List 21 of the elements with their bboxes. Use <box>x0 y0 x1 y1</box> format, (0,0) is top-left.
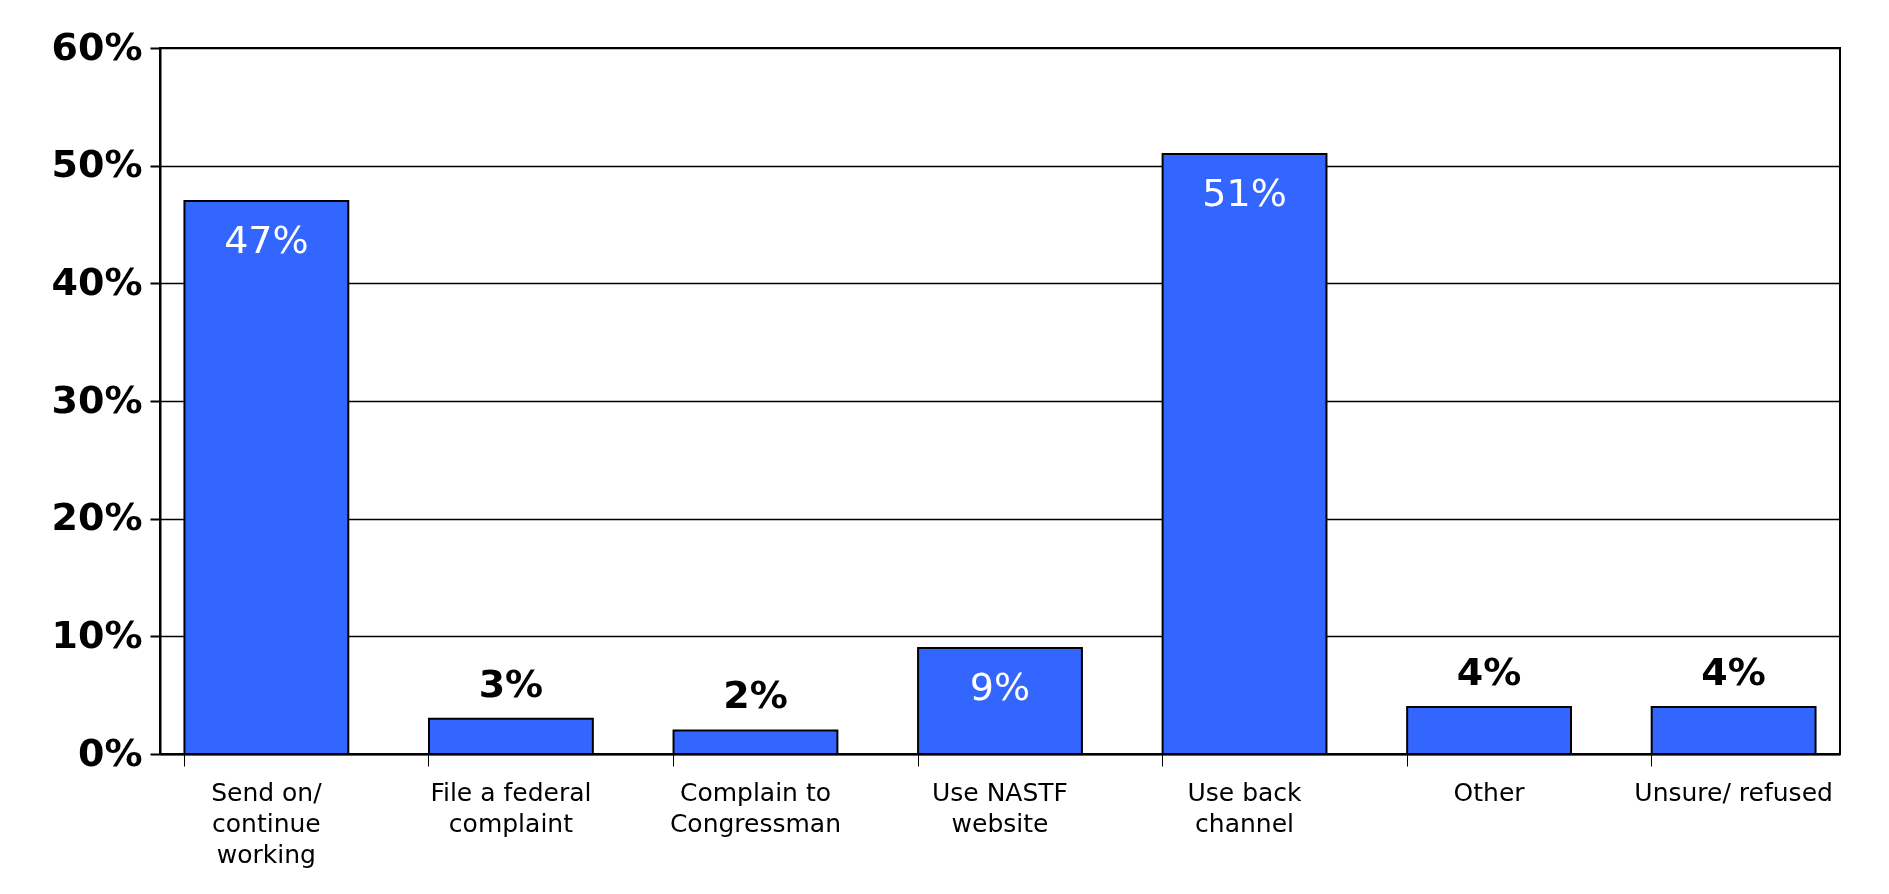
y-tick-label: 60% <box>51 24 143 69</box>
y-tick-label: 40% <box>51 259 143 304</box>
y-tick-label: 50% <box>51 142 143 187</box>
data-label: 51% <box>1202 170 1287 215</box>
x-tick-label: Complain to Congressman <box>669 777 842 838</box>
x-tick-label: File a federal complaint <box>430 777 592 838</box>
y-tick-label: 10% <box>51 612 143 657</box>
data-label: 9% <box>969 665 1031 710</box>
data-label: 4% <box>1456 649 1522 694</box>
x-tick-label: Use back channel <box>1187 777 1303 838</box>
data-label: 47% <box>224 217 309 262</box>
x-tick-label: Send on/ continue working <box>211 777 323 869</box>
y-tick-label: 0% <box>77 730 143 775</box>
y-tick-label: 20% <box>51 495 143 540</box>
x-tick-label: Unsure/ refused <box>1634 777 1833 807</box>
x-tick-label: Use NASTF website <box>932 777 1068 838</box>
data-label: 2% <box>723 673 788 718</box>
data-label: 3% <box>478 661 544 706</box>
x-tick-label: Other <box>1453 777 1526 807</box>
y-tick-label: 30% <box>51 377 143 422</box>
data-label: 4% <box>1701 649 1766 694</box>
